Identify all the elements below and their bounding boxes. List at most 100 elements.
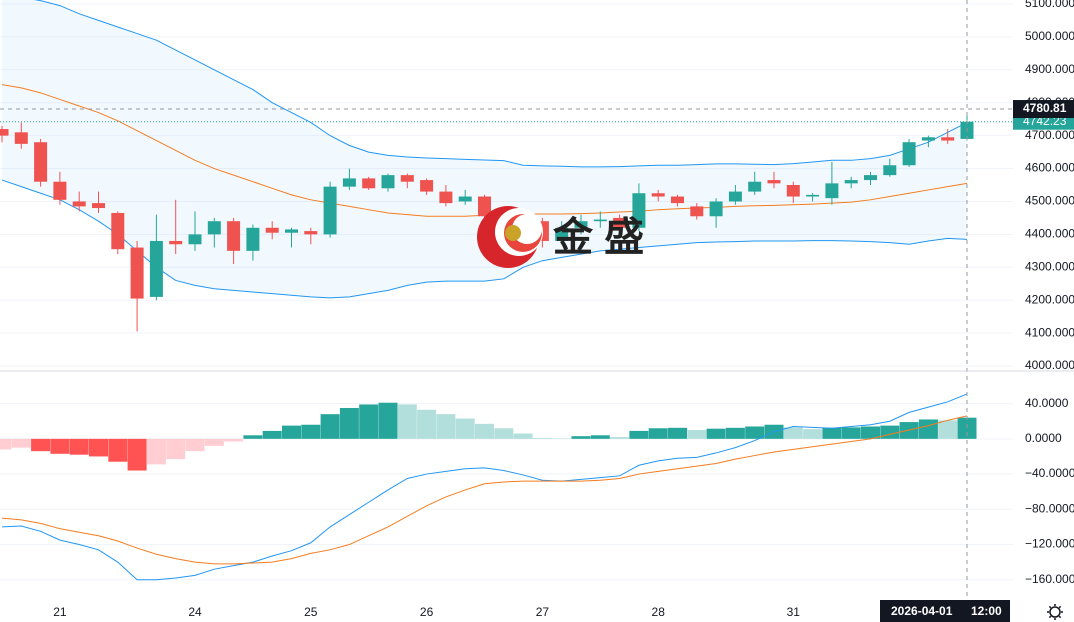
y-tick-label: 4700.000 <box>1025 128 1074 142</box>
candle-body <box>806 194 820 197</box>
candle-body <box>748 181 762 192</box>
candle-body <box>555 227 569 241</box>
histogram-bar <box>803 429 823 439</box>
histogram-bar <box>262 430 282 439</box>
y-tick-label: 4000.000 <box>1025 358 1074 372</box>
histogram-bar <box>69 438 89 455</box>
candle-body <box>458 196 472 202</box>
candle-body <box>921 137 935 141</box>
histogram-bar <box>436 414 456 439</box>
candle-body <box>14 132 28 144</box>
x-tick-label: 21 <box>53 605 67 619</box>
histogram-bar <box>185 438 205 452</box>
histogram-bar <box>513 433 533 439</box>
histogram-bar <box>50 438 70 454</box>
candle-body <box>207 221 221 235</box>
histogram-bar <box>783 427 803 439</box>
histogram-bar <box>359 404 379 439</box>
y-tick-label: 5000.000 <box>1025 29 1074 43</box>
x-tick-label: 27 <box>536 605 550 619</box>
histogram-bar <box>127 438 147 471</box>
crosshair-time-tag <box>880 600 1010 622</box>
candle-body <box>671 196 684 204</box>
histogram-bar <box>417 409 437 439</box>
histogram-bar <box>378 402 398 439</box>
crosshair-date: 2026-04-01 <box>891 604 953 618</box>
signal-line <box>1 415 968 565</box>
candle-body <box>111 212 125 250</box>
y-tick-label: 5100.000 <box>1025 0 1074 10</box>
histogram-bar <box>610 437 630 439</box>
histogram-bar <box>706 428 726 439</box>
macd-line <box>1 393 968 581</box>
candle-body <box>709 201 723 217</box>
histogram-bar <box>320 414 340 439</box>
histogram-bar <box>532 437 552 439</box>
candle-body <box>825 183 839 199</box>
settings-icon[interactable] <box>1047 604 1063 620</box>
candle-body <box>323 186 337 235</box>
histogram-bar <box>957 417 977 439</box>
histogram-bar <box>861 426 880 439</box>
histogram-bar <box>455 418 475 439</box>
x-tick-label: 24 <box>188 605 202 619</box>
candle-body <box>786 185 800 197</box>
overlay: 金 盛 <box>0 0 1013 598</box>
histogram-bar <box>590 435 610 439</box>
candle-body <box>227 221 241 251</box>
y-tick-label: −160.0000 <box>1025 572 1074 586</box>
crosshair-price-tag <box>1013 100 1074 119</box>
histogram-bar <box>880 425 900 439</box>
candle-body <box>381 175 395 189</box>
histogram-bar <box>243 435 263 439</box>
histogram-bar <box>339 407 359 439</box>
histogram-bar <box>822 427 842 439</box>
histogram-bar <box>475 423 494 439</box>
crosshair-price-label: 4780.81 <box>1023 101 1067 115</box>
candle-body <box>864 175 877 181</box>
histogram-bar <box>648 428 668 439</box>
histogram-bar <box>668 427 687 439</box>
histogram-bar <box>725 427 745 439</box>
histogram-bar <box>0 438 12 450</box>
histogram-bar <box>282 425 301 439</box>
candle-body <box>265 227 279 233</box>
candle-body <box>342 178 356 187</box>
macd-plot <box>0 393 977 581</box>
candle-body <box>651 193 665 197</box>
candle-body <box>478 196 491 217</box>
candle-body <box>767 180 781 184</box>
histogram-bar <box>89 438 108 457</box>
watermark-logo <box>477 206 543 268</box>
candle-body <box>420 180 434 192</box>
y-tick-label: 4400.000 <box>1025 227 1074 241</box>
histogram-bar <box>687 430 707 439</box>
histogram-bar <box>571 436 591 439</box>
candle-body <box>130 247 144 299</box>
candle-body <box>246 227 260 251</box>
x-tick-label: 26 <box>420 605 434 619</box>
y-tick-label: 4600.000 <box>1025 161 1074 175</box>
histogram-bar <box>31 438 51 452</box>
y-tick-label: 4100.000 <box>1025 325 1074 339</box>
histogram-bar <box>301 424 321 439</box>
histogram-bar <box>494 428 514 439</box>
candle-body <box>439 191 453 204</box>
candle-body <box>613 217 627 228</box>
candle-body <box>593 219 607 222</box>
candle-body <box>690 206 704 217</box>
x-tick-label: 25 <box>304 605 318 619</box>
x-tick-label: 28 <box>652 605 666 619</box>
crosshair-time: 12:00 <box>971 604 1002 618</box>
y-tick-label: 0.0000 <box>1025 431 1062 445</box>
candle-body <box>149 240 163 297</box>
candle-body <box>285 229 298 233</box>
y-tick-label: −120.0000 <box>1025 537 1074 551</box>
candle-body <box>0 129 9 136</box>
candle-body <box>941 137 955 141</box>
candle-body <box>304 231 318 235</box>
candle-body <box>883 165 897 176</box>
band-fill <box>2 0 967 298</box>
candle-body <box>92 203 105 209</box>
